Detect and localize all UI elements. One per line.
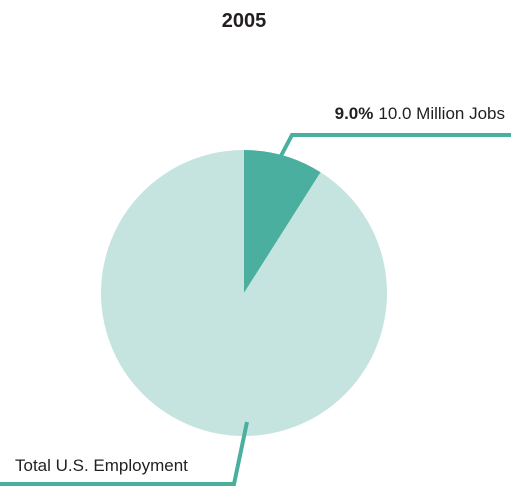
slice-label-10-million-jobs: 9.0% 10.0 Million Jobs bbox=[335, 104, 505, 123]
chart-title: 2005 bbox=[222, 10, 267, 32]
slice-value-label: 10.0 Million Jobs bbox=[378, 104, 505, 123]
leader-line-total-us-employment bbox=[0, 421, 249, 486]
slice-percent-label: 9.0% bbox=[335, 104, 374, 123]
slice-label-total-us-employment: Total U.S. Employment bbox=[15, 456, 188, 475]
pie-slice-total-us-employment bbox=[100, 150, 387, 436]
pie-slice-10-million-jobs bbox=[244, 150, 321, 293]
callout-large: Total U.S. Employment bbox=[0, 421, 249, 486]
leader-line-10-million-jobs bbox=[271, 133, 511, 172]
callout-small: 9.0% 10.0 Million Jobs bbox=[271, 104, 511, 172]
pie-slices bbox=[100, 150, 387, 436]
